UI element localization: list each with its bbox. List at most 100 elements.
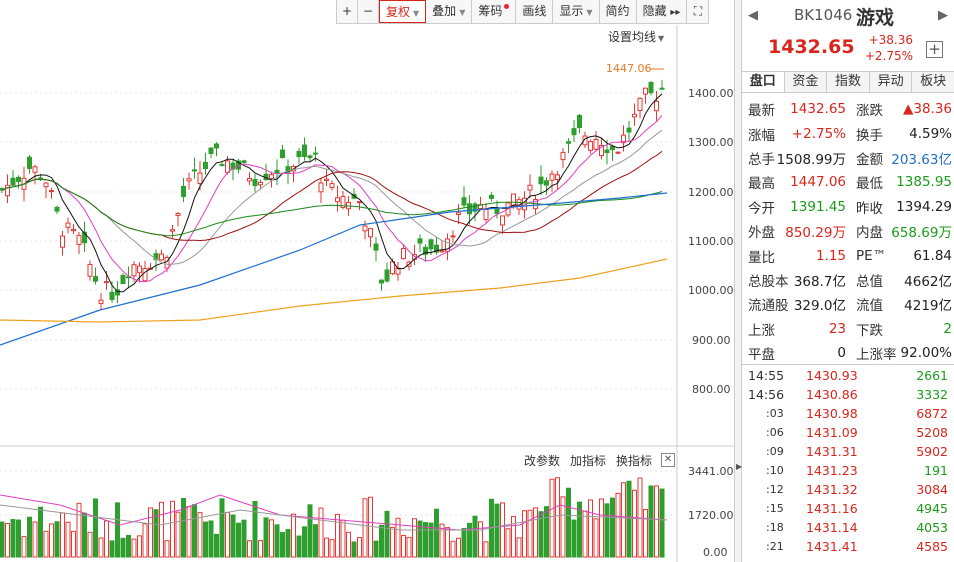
- candle-body: [472, 203, 478, 212]
- quote-label: 总股本: [748, 273, 789, 290]
- set-ma-dropdown[interactable]: 设置均线 ▼: [608, 28, 664, 45]
- volume-bar: [247, 540, 252, 558]
- candle-body: [582, 135, 588, 146]
- fullscreen-icon[interactable]: ⛶: [693, 4, 703, 18]
- prev-stock-icon[interactable]: ◀: [748, 8, 758, 23]
- tick-row: :10 1431.23 191: [742, 461, 954, 480]
- volume-bar: [555, 477, 560, 558]
- add-watchlist-button[interactable]: +: [926, 41, 943, 58]
- quote-value: +2.75%: [791, 125, 846, 142]
- display-dropdown[interactable]: 显示 ▼: [553, 0, 600, 23]
- candle-body: [241, 160, 247, 164]
- tab-pankou[interactable]: 盘口: [742, 72, 785, 92]
- tab-zijin[interactable]: 资金: [785, 72, 828, 92]
- volume-bar: [643, 508, 648, 558]
- quote-label: 涨幅: [748, 127, 775, 144]
- quote-row: 总手 1508.99万 金额 203.63亿: [742, 146, 954, 170]
- hide-button[interactable]: 隐藏 ▸▸: [637, 0, 688, 23]
- candle-body: [219, 164, 225, 167]
- chips-button[interactable]: 筹码: [472, 0, 517, 23]
- draw-line-button[interactable]: 画线: [516, 0, 554, 23]
- candle-body: [43, 182, 49, 188]
- volume-bar: [32, 521, 38, 558]
- candle-body: [214, 143, 219, 149]
- tick-time: :03: [766, 407, 784, 420]
- quote-value: 368.7亿: [793, 273, 846, 290]
- volume-bar: [49, 523, 54, 558]
- volume-bar: [632, 489, 637, 558]
- switch-indicator-button[interactable]: 换指标: [616, 454, 653, 468]
- volume-bar: [252, 500, 258, 558]
- candle-body: [428, 239, 434, 250]
- candle-body: [131, 264, 137, 277]
- candle-body: [632, 113, 637, 118]
- candle-body: [450, 235, 456, 238]
- tick-price: 1431.09: [806, 425, 858, 440]
- candle-body: [643, 87, 648, 95]
- volume-bar: [120, 537, 126, 558]
- tick-time: :06: [766, 426, 784, 439]
- quote-label: 今开: [748, 200, 775, 217]
- divider: [742, 364, 954, 365]
- tick-volume: 3332: [916, 387, 948, 402]
- candle-body: [5, 184, 10, 197]
- volume-bar: [483, 541, 489, 558]
- volume-bar: [439, 523, 445, 558]
- quote-value: 4219亿: [904, 298, 952, 315]
- zoom-out-button[interactable]: −: [358, 0, 379, 23]
- price-axis-1400: 1400.00: [688, 87, 734, 100]
- tick-time: :09: [766, 445, 784, 458]
- quote-row: 涨幅 +2.75% 换手 4.59%: [742, 121, 954, 145]
- volume-bar: [5, 523, 10, 558]
- edit-params-button[interactable]: 改参数: [524, 454, 561, 468]
- candle-body: [181, 185, 186, 197]
- candle-body: [49, 190, 54, 193]
- price-axis-1000: 1000.00: [688, 284, 734, 297]
- quote-row: 最高 1447.06 最低 1385.95: [742, 170, 954, 194]
- simple-mode-button[interactable]: 简约: [600, 0, 637, 23]
- fuquan-dropdown[interactable]: 复权 ▼: [379, 0, 427, 23]
- tab-yidong[interactable]: 异动: [870, 72, 913, 92]
- quote-value: 1508.99万: [776, 151, 846, 168]
- quote-value: 850.29万: [785, 225, 846, 242]
- volume-bar: [291, 513, 296, 558]
- vol-ma2-line: [0, 504, 668, 531]
- add-indicator-button[interactable]: 加指标: [570, 454, 607, 468]
- candle-body: [379, 279, 384, 284]
- volume-bar: [538, 511, 544, 558]
- volume-bar: [285, 529, 291, 558]
- candle-body: [318, 182, 324, 193]
- volume-bar: [236, 522, 241, 558]
- candle-body: [302, 144, 307, 157]
- zoom-in-button[interactable]: +: [337, 0, 358, 23]
- next-stock-icon[interactable]: ▶: [938, 8, 948, 23]
- quote-row: 今开 1391.45 昨收 1394.29: [742, 195, 954, 219]
- tab-bankuai[interactable]: 板块: [920, 74, 947, 89]
- volume-bar: [329, 539, 335, 558]
- quote-row: 总股本 368.7亿 总值 4662亿: [742, 268, 954, 292]
- quote-label: 总手: [748, 151, 775, 168]
- tick-list[interactable]: 14:55 1430.93 2661 14:56 1430.86 3332:03 1430.…: [742, 366, 954, 556]
- tab-zhishu[interactable]: 指数: [827, 72, 870, 92]
- chips-label: 筹码: [478, 4, 503, 18]
- collapse-arrow-icon[interactable]: ▶: [736, 462, 743, 471]
- candle-body: [544, 180, 549, 186]
- volume-bar: [588, 499, 593, 558]
- volume-bar: [60, 512, 65, 558]
- volume-bar: [104, 520, 109, 558]
- tick-volume: 4945: [916, 501, 948, 516]
- volume-bar: [21, 536, 27, 558]
- volume-bar: [324, 537, 329, 558]
- notification-dot-icon: [504, 4, 510, 9]
- panel-splitter[interactable]: ▶: [734, 0, 742, 562]
- tick-row: 14:56 1430.86 3332: [742, 385, 954, 404]
- candle-body: [285, 166, 291, 173]
- kline-chart[interactable]: [0, 0, 734, 562]
- overlay-dropdown[interactable]: 叠加 ▼: [426, 0, 473, 23]
- candle-body: [324, 178, 329, 182]
- candle-body: [197, 172, 203, 185]
- volume-bar: [307, 504, 313, 558]
- close-icon[interactable]: ✕: [661, 453, 675, 467]
- candle-body: [170, 229, 175, 232]
